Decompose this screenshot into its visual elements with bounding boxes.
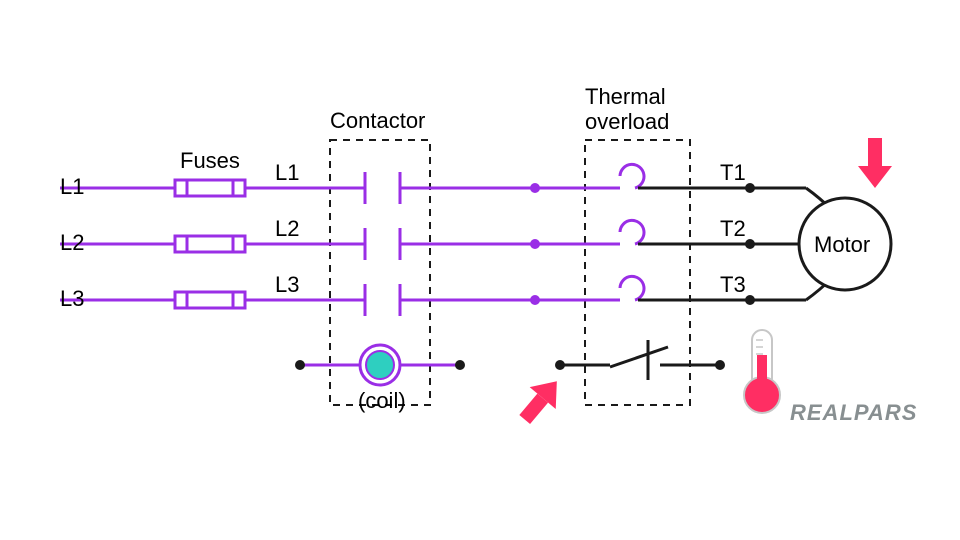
contactor-label: Contactor <box>330 108 425 134</box>
thermal-label: Thermaloverload <box>585 84 669 135</box>
t1-label: T1 <box>720 160 746 186</box>
l2-label: L2 <box>60 230 84 256</box>
l1-label: L1 <box>60 174 84 200</box>
arrow-nc-icon <box>512 370 570 430</box>
arrow-motor-icon <box>858 138 892 188</box>
thermometer-icon <box>744 330 780 413</box>
l2b-label: L2 <box>275 216 299 242</box>
fuses-label: Fuses <box>180 148 240 174</box>
l1b-label: L1 <box>275 160 299 186</box>
l3b-label: L3 <box>275 272 299 298</box>
motor-label: Motor <box>814 232 870 258</box>
t2-label: T2 <box>720 216 746 242</box>
coil-label: (coil) <box>358 388 406 414</box>
t3-label: T3 <box>720 272 746 298</box>
brand-label: REALPARS <box>790 400 917 426</box>
l3-label: L3 <box>60 286 84 312</box>
